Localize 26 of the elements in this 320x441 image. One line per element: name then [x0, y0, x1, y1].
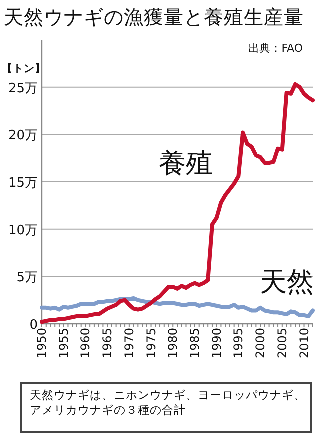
x-tick-label: 2010: [297, 328, 312, 359]
y-axis-title: 【トン】: [2, 62, 46, 75]
x-tick-label: 1970: [122, 328, 136, 359]
y-tick-label: 20万: [8, 128, 38, 144]
x-tick-label: 1960: [78, 328, 93, 359]
y-tick-label: 0: [30, 318, 38, 333]
y-tick-label: 15万: [8, 176, 38, 191]
chart-subtitle: 出典：FAO: [248, 42, 304, 55]
x-tick-label: 1965: [100, 328, 115, 359]
x-tick-label: 2005: [275, 328, 290, 359]
x-tick-label: 1955: [56, 328, 71, 359]
series-label: 養殖: [159, 148, 214, 180]
chart-title: 天然ウナギの漁獲量と養殖生産量: [4, 6, 304, 29]
x-tick-label: 1985: [188, 328, 202, 359]
x-tick-label: 1950: [35, 328, 49, 359]
x-tick-label: 2000: [254, 328, 268, 359]
text: 天然ウナギは、ニホンウナギ、ヨーロッパウナギ、アメリカウナギの３種の合計: [30, 388, 306, 418]
y-tick-label: 5万: [16, 270, 38, 286]
line-series: [40, 296, 315, 318]
x-tick-label: 1975: [144, 328, 158, 359]
x-tick-label: 1995: [232, 328, 246, 359]
series-label: 天然: [260, 266, 314, 298]
x-tick-label: 1990: [210, 328, 224, 359]
x-tick-label: 1980: [166, 328, 180, 359]
y-tick-label: 10万: [8, 223, 38, 238]
y-tick-label: 25万: [8, 81, 38, 96]
